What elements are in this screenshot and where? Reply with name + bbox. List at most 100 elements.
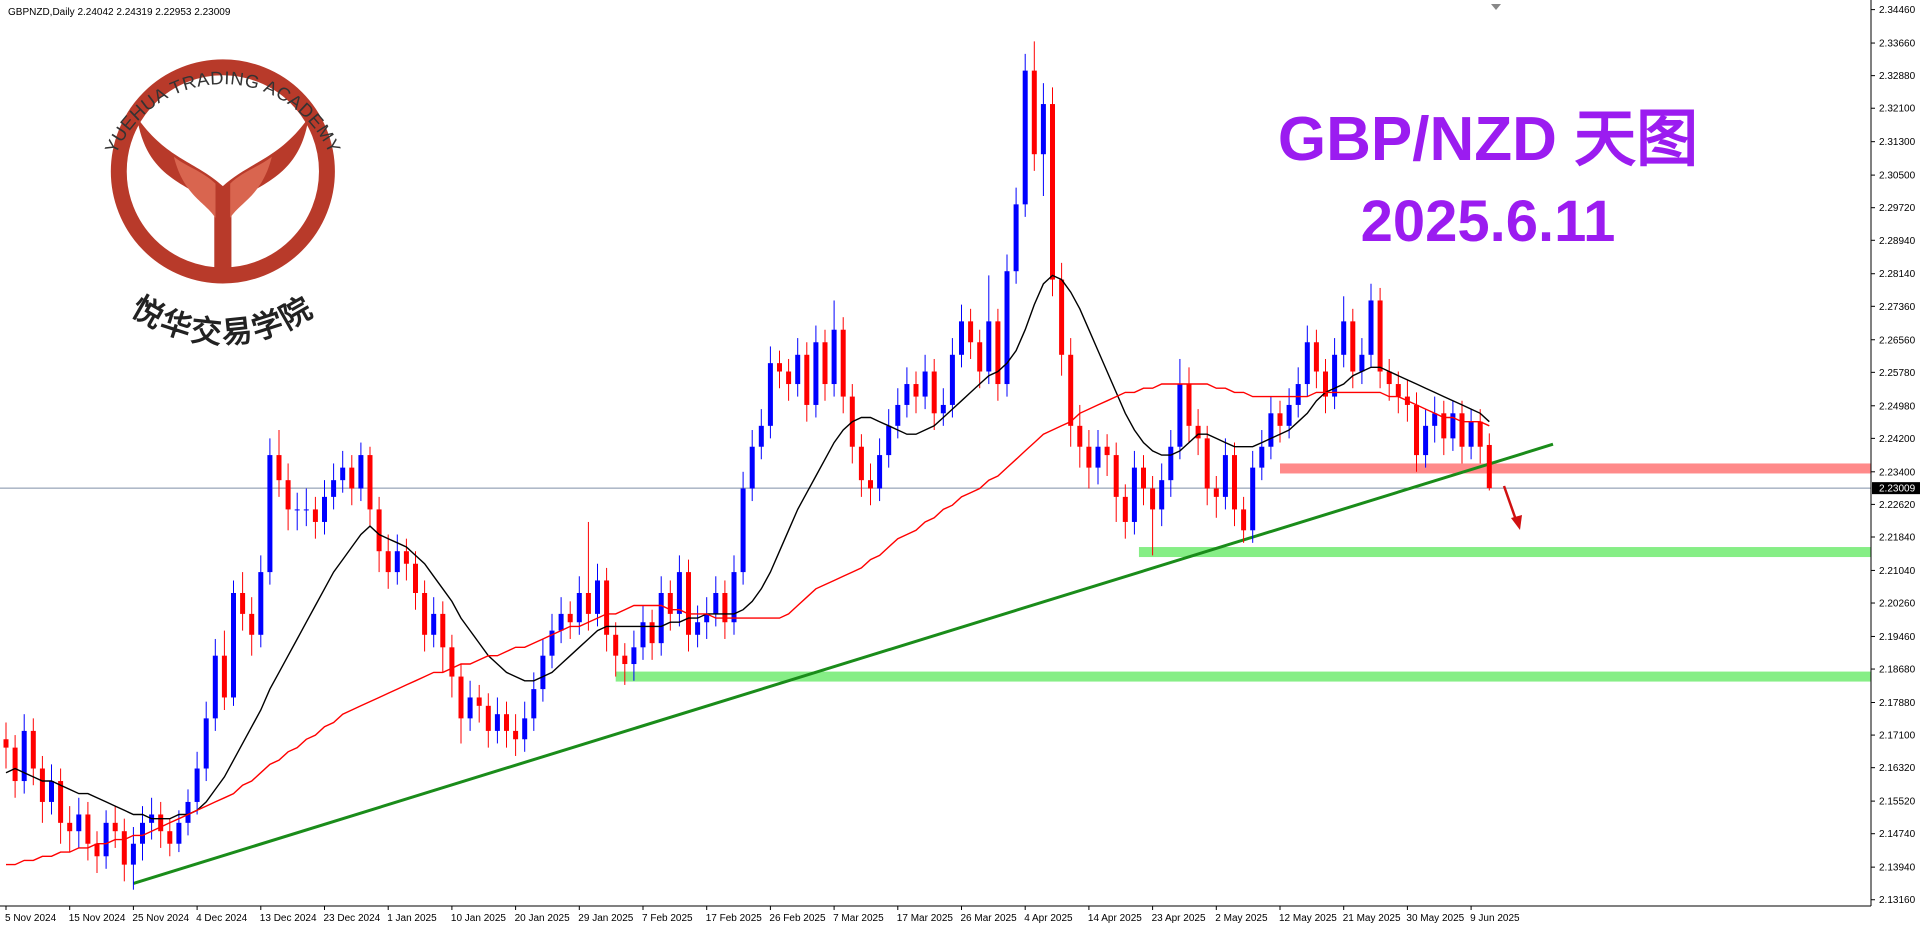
candle-body	[1177, 384, 1183, 447]
logo-mark	[137, 117, 309, 277]
candle-body	[67, 822, 73, 832]
candle-body	[1150, 488, 1156, 510]
x-tick-label: 20 Jan 2025	[515, 913, 570, 924]
y-tick-label: 2.29720	[1879, 203, 1916, 214]
candle-body	[613, 634, 619, 656]
candle-body	[1241, 509, 1247, 531]
x-tick-label: 7 Mar 2025	[833, 913, 884, 924]
candle-body	[949, 354, 955, 405]
candle-body	[1323, 371, 1328, 397]
candle-body	[1022, 70, 1028, 205]
candle-body	[1359, 354, 1365, 372]
y-tick-label: 2.22620	[1879, 500, 1916, 511]
x-tick-label: 25 Nov 2024	[132, 913, 189, 924]
candle-body	[285, 480, 291, 510]
candle-body	[458, 676, 464, 719]
candle-body	[176, 822, 182, 844]
x-tick-label: 7 Feb 2025	[642, 913, 693, 924]
candle-body	[1432, 413, 1438, 426]
candle-body	[1232, 455, 1237, 510]
candle-body	[212, 655, 218, 719]
candle-body	[585, 592, 591, 614]
candle-body	[1450, 413, 1456, 439]
x-tick-label: 13 Dec 2024	[260, 913, 317, 924]
current-price-label: 2.23009	[1879, 484, 1916, 495]
candle-body	[367, 455, 373, 510]
candle-body	[21, 730, 27, 782]
candle-body	[413, 563, 418, 593]
annotation-date: 2025.6.11	[1361, 189, 1616, 254]
candle-body	[1386, 371, 1392, 385]
candle-body	[922, 371, 928, 397]
chart-header: GBPNZD,Daily 2.24042 2.24319 2.22953 2.2…	[8, 7, 231, 18]
candle-body	[485, 705, 491, 731]
candle-body	[904, 384, 910, 405]
candle-body	[103, 822, 109, 857]
candle-body	[1104, 446, 1110, 456]
x-tick-label: 23 Dec 2024	[324, 913, 381, 924]
candle-body	[1341, 321, 1347, 355]
candle-body	[1468, 421, 1474, 447]
candle-body	[1068, 354, 1074, 426]
plot-area	[0, 41, 1872, 890]
candle-body	[1295, 384, 1301, 405]
candle-body	[394, 551, 400, 573]
candle-body	[686, 572, 691, 635]
y-tick-label: 2.28940	[1879, 236, 1916, 247]
candle-body	[513, 730, 519, 740]
candle-body	[349, 467, 355, 489]
candle-body	[1086, 446, 1092, 468]
candle-body	[276, 455, 282, 481]
candle-body	[140, 822, 145, 844]
trendline	[132, 442, 1554, 885]
shift-marker	[1491, 4, 1501, 10]
candle-body	[940, 404, 946, 414]
y-tick-label: 2.17880	[1879, 698, 1916, 709]
candle-body	[676, 572, 682, 614]
y-tick-label: 2.23400	[1879, 467, 1916, 478]
candle-body	[267, 455, 273, 573]
candle-body	[1486, 444, 1492, 489]
x-tick-label: 29 Jan 2025	[578, 913, 633, 924]
x-tick-label: 9 Jun 2025	[1470, 913, 1520, 924]
candle-body	[376, 509, 382, 552]
candle-body	[631, 647, 637, 665]
candle-body	[167, 831, 173, 844]
y-tick-label: 2.20260	[1879, 599, 1916, 610]
arrow-shaft	[1502, 485, 1518, 521]
x-tick-label: 10 Jan 2025	[451, 913, 506, 924]
x-tick-label: 2 May 2025	[1215, 913, 1268, 924]
candle-body	[995, 321, 1001, 385]
candle-body	[476, 697, 482, 706]
candle-body	[1168, 446, 1174, 481]
candle-body	[540, 655, 546, 690]
candle-body	[1395, 384, 1401, 397]
candle-body	[831, 329, 837, 385]
y-tick-label: 2.13160	[1879, 895, 1916, 906]
candle-body	[1414, 404, 1419, 456]
y-tick-label: 2.17100	[1879, 731, 1916, 742]
candle-body	[130, 843, 136, 865]
candle-body	[440, 613, 446, 648]
moving-average	[5, 274, 1490, 820]
x-tick-label: 23 Apr 2025	[1152, 913, 1206, 924]
candle-body	[649, 622, 655, 644]
x-tick-label: 5 Nov 2024	[5, 913, 57, 924]
candle-body	[1286, 404, 1292, 426]
candle-body	[977, 342, 983, 372]
candle-body	[49, 781, 54, 802]
candle-body	[1122, 496, 1128, 522]
candle-body	[786, 371, 792, 385]
candle-body	[658, 592, 664, 644]
candle-body	[576, 592, 582, 623]
x-tick-label: 4 Dec 2024	[196, 913, 248, 924]
candle-body	[385, 551, 391, 573]
candle-body	[312, 509, 318, 522]
candle-body	[431, 613, 437, 635]
candle-body	[39, 768, 45, 802]
candle-body	[1259, 446, 1265, 468]
candle-body	[494, 714, 500, 731]
candle-body	[840, 329, 846, 397]
